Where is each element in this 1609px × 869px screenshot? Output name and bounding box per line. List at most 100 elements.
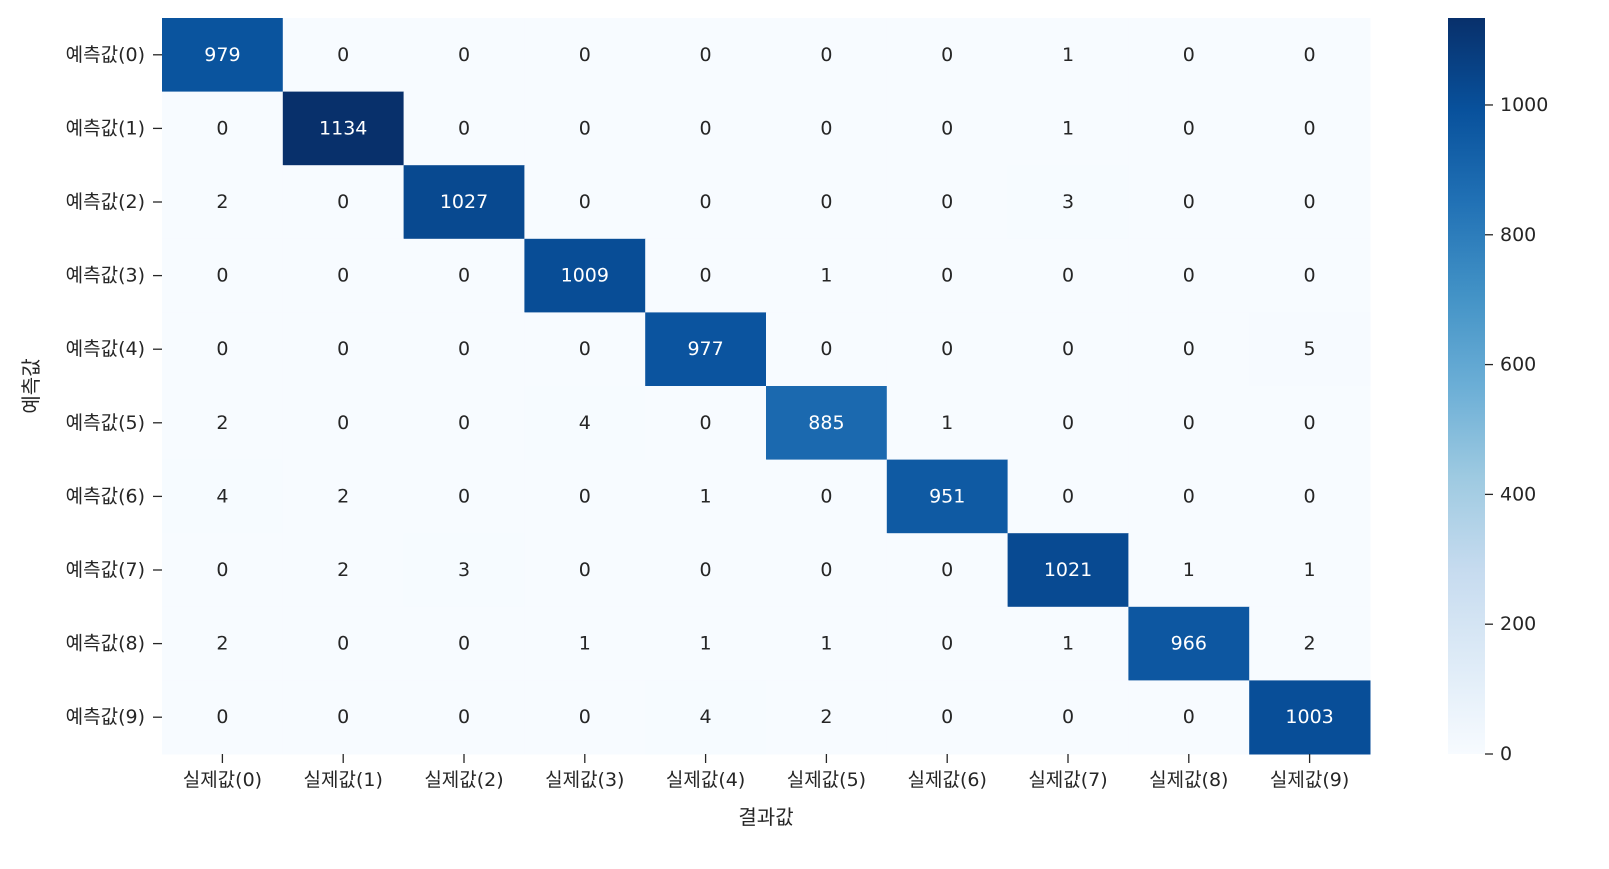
y-tick-label: 예측값(3) (66, 265, 145, 287)
heatmap-cell (1007, 312, 1129, 387)
heatmap-cell-label: 2 (1304, 633, 1316, 655)
heatmap-cell-label: 1 (700, 633, 712, 655)
heatmap-cell-label: 0 (820, 485, 832, 507)
heatmap-cell-label: 0 (700, 559, 712, 581)
heatmap-cell (282, 165, 405, 240)
colorbar-tick-label: 1000 (1500, 94, 1548, 116)
heatmap-cell-label: 0 (1304, 412, 1316, 434)
heatmap-cell-label: 951 (929, 485, 965, 507)
heatmap-cell-label: 0 (1183, 44, 1195, 66)
heatmap-cell (886, 238, 1009, 313)
heatmap-cell-label: 0 (1304, 191, 1316, 213)
heatmap-cell (886, 312, 1009, 387)
heatmap-cell-label: 1 (700, 485, 712, 507)
heatmap-cell (524, 91, 646, 166)
heatmap-cell (645, 459, 767, 534)
heatmap-cell (1249, 533, 1371, 608)
heatmap-cell-label: 1 (1062, 117, 1074, 139)
heatmap-cell-label: 1 (1183, 559, 1195, 581)
heatmap-cell-label: 0 (941, 338, 953, 360)
heatmap-cell (1128, 606, 1250, 681)
heatmap-cell-label: 0 (1062, 338, 1074, 360)
heatmap-cell-label: 0 (1062, 412, 1074, 434)
heatmap-cell (1007, 533, 1129, 608)
heatmap-cell-label: 979 (204, 44, 240, 66)
heatmap-cell-label: 2 (216, 412, 228, 434)
heatmap-cell (162, 18, 284, 93)
heatmap-cell-label: 1 (579, 633, 591, 655)
heatmap-cell-label: 0 (458, 44, 470, 66)
heatmap-cell (1007, 165, 1129, 240)
heatmap-cell (524, 312, 646, 387)
heatmap-cell (1007, 386, 1129, 461)
heatmap-cell-label: 0 (337, 633, 349, 655)
heatmap-cell-label: 1 (1062, 44, 1074, 66)
heatmap-cell-label: 0 (579, 191, 591, 213)
heatmap-cell-label: 2 (337, 485, 349, 507)
heatmap-cell (1249, 238, 1371, 313)
heatmap-cell-label: 0 (1062, 706, 1074, 728)
heatmap-cell-label: 0 (337, 44, 349, 66)
heatmap-cell (1128, 386, 1250, 461)
heatmap-cell-label: 1 (1304, 559, 1316, 581)
heatmap-cell-label: 0 (458, 706, 470, 728)
heatmap-cell (1128, 459, 1250, 534)
heatmap-cell (1249, 91, 1371, 166)
heatmap-cell-label: 0 (941, 117, 953, 139)
heatmap-cell (1128, 238, 1250, 313)
heatmap-cell-label: 0 (579, 44, 591, 66)
heatmap-cell (1249, 312, 1371, 387)
heatmap-cell-label: 0 (1304, 485, 1316, 507)
x-axis-title: 결과값 (738, 805, 793, 829)
heatmap-cell-label: 0 (700, 117, 712, 139)
heatmap-cell-label: 1134 (319, 117, 367, 139)
heatmap-cell (162, 680, 284, 755)
colorbar-tick-label: 400 (1500, 483, 1536, 505)
heatmap-cell (282, 680, 405, 755)
heatmap-cell (886, 533, 1009, 608)
heatmap-cell (766, 312, 888, 387)
y-tick-label: 예측값(1) (66, 117, 145, 139)
x-tick-label: 실제값(9) (1270, 769, 1349, 791)
heatmap-cell (645, 386, 767, 461)
heatmap-cell (645, 165, 767, 240)
heatmap-cell (162, 238, 284, 313)
y-tick-label: 예측값(5) (66, 412, 145, 434)
heatmap-cell-label: 977 (687, 338, 723, 360)
heatmap-cell (282, 18, 405, 93)
heatmap-cell-label: 0 (941, 559, 953, 581)
heatmap-cell-label: 4 (579, 412, 591, 434)
heatmap-cell (524, 606, 646, 681)
x-tick-label: 실제값(3) (545, 769, 624, 791)
heatmap-cell (645, 680, 767, 755)
heatmap-cell-label: 1 (820, 265, 832, 287)
heatmap-cell (524, 165, 646, 240)
heatmap-cell-label: 0 (216, 265, 228, 287)
heatmap-cell-label: 0 (1304, 117, 1316, 139)
heatmap-cell (766, 680, 888, 755)
heatmap-cell (162, 459, 284, 534)
heatmap-cell-label: 5 (1304, 338, 1316, 360)
y-tick-label: 예측값(6) (66, 485, 145, 507)
heatmap-cell (645, 238, 767, 313)
heatmap-cell (403, 238, 525, 313)
heatmap-cell (1007, 680, 1129, 755)
x-tick-label: 실제값(7) (1028, 769, 1107, 791)
heatmap-cell-label: 0 (1183, 412, 1195, 434)
heatmap-cell (524, 386, 646, 461)
heatmap-cell (1249, 165, 1371, 240)
heatmap-cell-label: 2 (820, 706, 832, 728)
heatmap-cell (1249, 680, 1371, 755)
heatmap-cell (403, 18, 525, 93)
heatmap-cell-label: 3 (1062, 191, 1074, 213)
heatmap-cell (162, 312, 284, 387)
heatmap-cell (403, 91, 525, 166)
heatmap-cell-label: 0 (941, 44, 953, 66)
heatmap-cell (524, 533, 646, 608)
x-tick-label: 실제값(1) (304, 769, 383, 791)
heatmap-cell (1128, 91, 1250, 166)
heatmap-cell (886, 459, 1009, 534)
heatmap-cell (282, 459, 405, 534)
heatmap-cell (1128, 312, 1250, 387)
heatmap-cell (645, 312, 767, 387)
